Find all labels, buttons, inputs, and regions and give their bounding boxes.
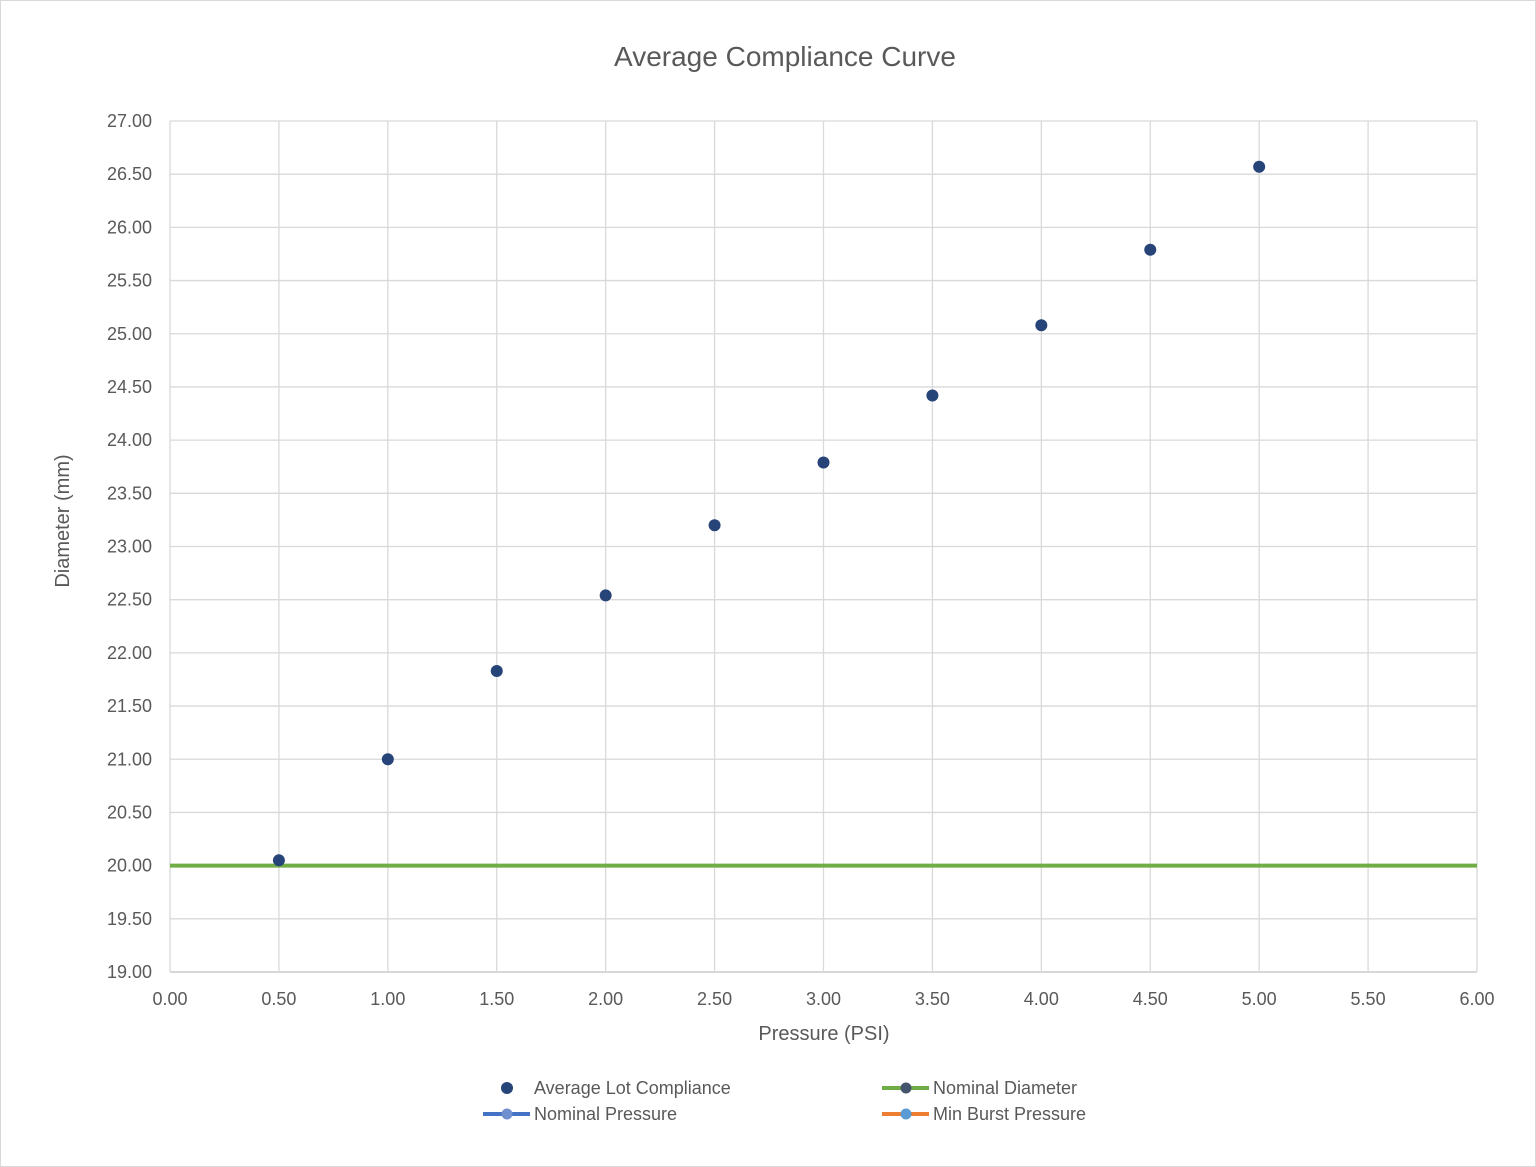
y-tick-label: 27.00 (107, 111, 152, 131)
data-point (1035, 319, 1048, 332)
data-point (272, 854, 285, 867)
legend-swatch-marker (501, 1108, 513, 1120)
y-tick-label: 21.50 (107, 696, 152, 716)
x-tick-label: 2.00 (588, 989, 623, 1009)
y-tick-label: 25.00 (107, 324, 152, 344)
x-tick-label: 6.00 (1459, 989, 1494, 1009)
x-tick-label: 4.50 (1133, 989, 1168, 1009)
chart-title: Average Compliance Curve (614, 41, 956, 72)
legend-label: Nominal Pressure (534, 1104, 677, 1124)
y-tick-label: 26.50 (107, 164, 152, 184)
data-point (381, 753, 394, 766)
legend-item: Nominal Diameter (882, 1078, 1077, 1098)
x-tick-label: 1.00 (370, 989, 405, 1009)
legend-label: Average Lot Compliance (534, 1078, 731, 1098)
x-axis-label: Pressure (PSI) (758, 1023, 889, 1045)
data-point (708, 519, 721, 532)
y-tick-label: 24.00 (107, 430, 152, 450)
y-tick-label: 25.50 (107, 271, 152, 291)
x-tick-label: 1.50 (479, 989, 514, 1009)
data-point (599, 589, 612, 602)
legend-swatch (501, 1082, 513, 1094)
data-point (1253, 160, 1266, 173)
legend-label: Min Burst Pressure (933, 1104, 1086, 1124)
y-tick-label: 23.50 (107, 483, 152, 503)
y-axis-label: Diameter (mm) (52, 454, 74, 587)
y-tick-label: 19.00 (107, 962, 152, 982)
legend-swatch-marker (900, 1108, 912, 1120)
y-tick-label: 20.50 (107, 802, 152, 822)
data-point (817, 456, 830, 469)
x-tick-labels: 0.00 0.50 1.00 1.50 2.00 2.50 3.00 3.50 4.00 4.50… (152, 989, 1494, 1009)
x-tick-label: 0.00 (152, 989, 187, 1009)
y-tick-label: 23.00 (107, 537, 152, 557)
legend-label: Nominal Diameter (933, 1078, 1077, 1098)
legend-item: Average Lot Compliance (501, 1078, 731, 1098)
y-tick-label: 26.00 (107, 217, 152, 237)
x-tick-label: 5.00 (1242, 989, 1277, 1009)
y-tick-label: 20.00 (107, 856, 152, 876)
y-tick-labels: 19.00 19.50 20.00 20.50 21.00 21.50 22.00 22.50… (107, 111, 152, 982)
legend-swatch-marker (900, 1082, 912, 1094)
x-tick-label: 3.00 (806, 989, 841, 1009)
x-tick-label: 4.00 (1024, 989, 1059, 1009)
legend-item: Nominal Pressure (483, 1104, 677, 1124)
y-tick-label: 21.00 (107, 749, 152, 769)
x-tick-label: 2.50 (697, 989, 732, 1009)
series-group (170, 160, 1477, 868)
data-point (1144, 243, 1157, 256)
y-tick-label: 22.00 (107, 643, 152, 663)
x-tick-label: 5.50 (1351, 989, 1386, 1009)
data-point (926, 389, 939, 402)
legend-item: Min Burst Pressure (882, 1104, 1086, 1124)
y-tick-label: 24.50 (107, 377, 152, 397)
x-tick-label: 3.50 (915, 989, 950, 1009)
data-point (490, 664, 503, 677)
gridlines (169, 120, 1478, 973)
legend: Average Lot Compliance Nominal Diameter No… (483, 1078, 1086, 1124)
x-tick-label: 0.50 (261, 989, 296, 1009)
y-tick-label: 22.50 (107, 590, 152, 610)
y-tick-label: 19.50 (107, 909, 152, 929)
